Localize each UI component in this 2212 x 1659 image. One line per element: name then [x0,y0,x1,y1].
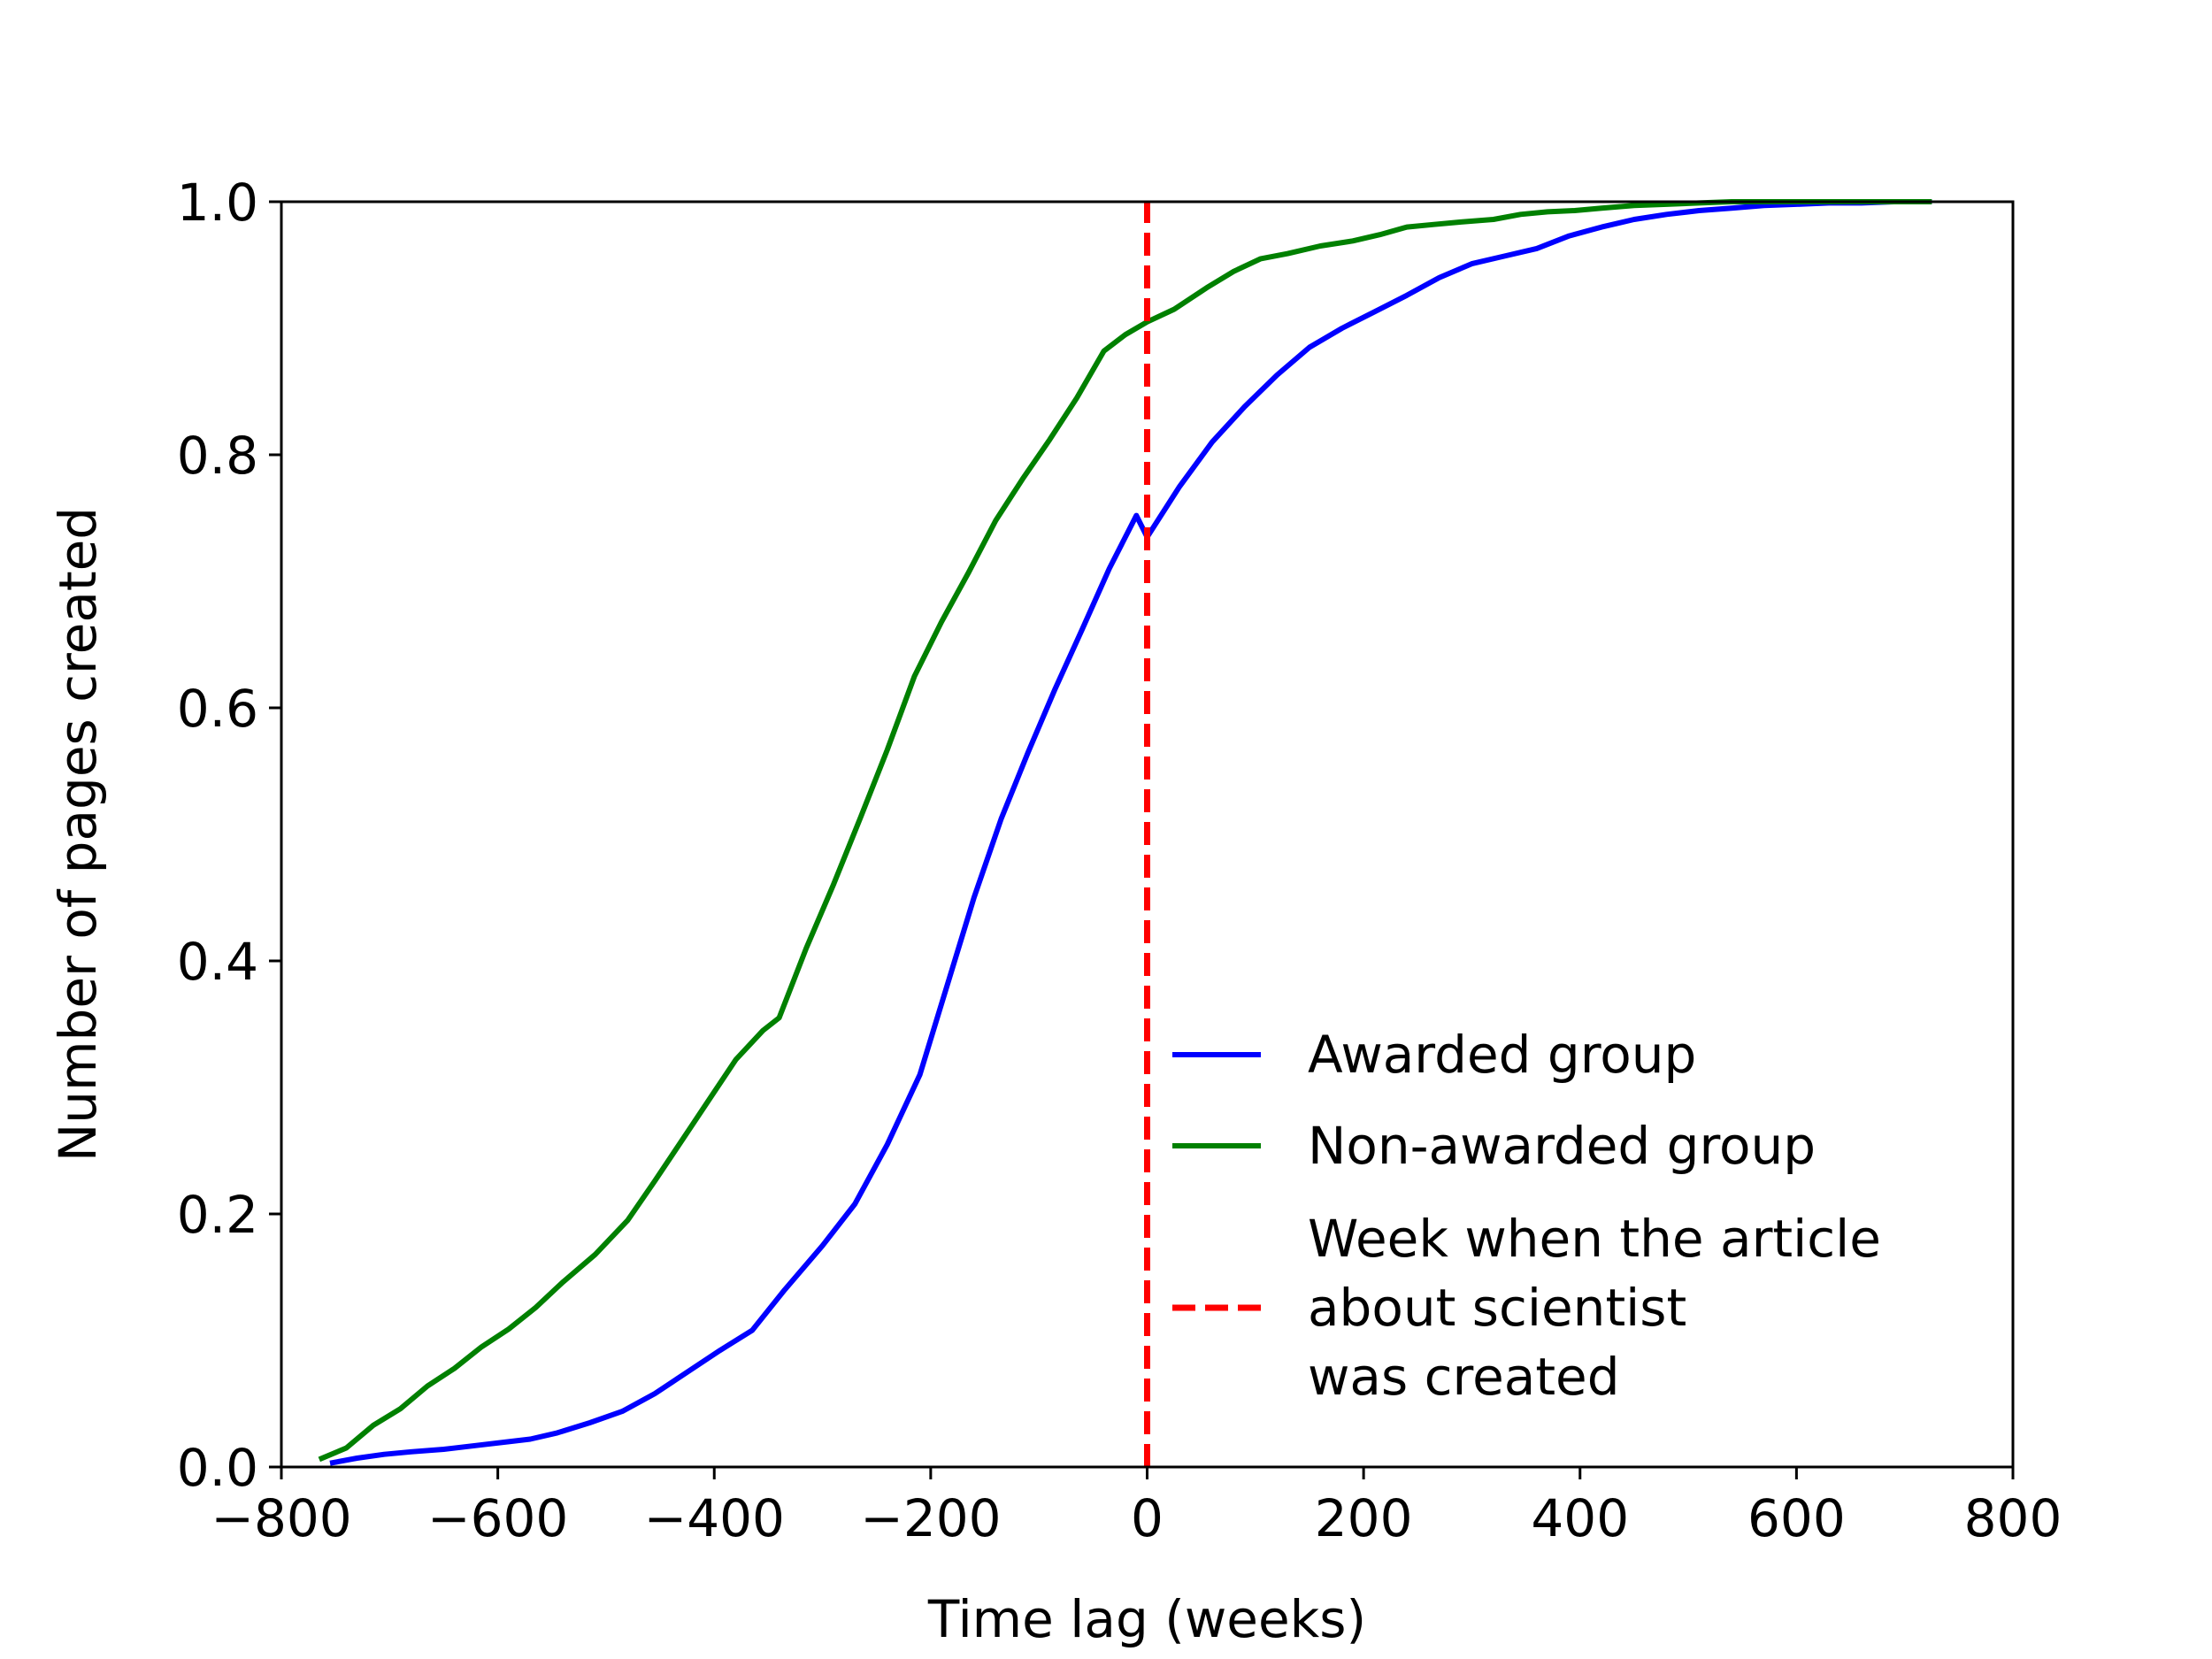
x-tick-label: −200 [860,1488,1001,1548]
legend: Awarded group Non-awarded group Week when … [1172,1025,1881,1407]
y-tick-label: 0.2 [177,1185,258,1245]
plot-series [318,199,1932,1467]
x-tick-label: 200 [1315,1488,1413,1548]
x-tick-label: −600 [427,1488,568,1548]
legend-label-0: Awarded group [1308,1025,1696,1085]
plot-frame [280,200,2015,1469]
x-tick-label: 600 [1747,1488,1846,1548]
y-tick-label: 0.0 [177,1438,258,1498]
legend-label-2: Week when the article about scientist was … [1308,1209,1881,1407]
x-tick-label: 800 [1964,1488,2062,1548]
legend-label-1: Non-awarded group [1308,1116,1816,1176]
series-line-0 [329,199,1932,1466]
x-tick-label: −800 [211,1488,351,1548]
x-axis-title: Time lag (weeks) [927,1589,1366,1649]
y-axis-title: Number of pages created [48,507,108,1162]
x-tick-label: 0 [1131,1488,1164,1548]
axis-ticks: −800 −600 −400 −200 0 200 400 600 800 0.0 0.2 0.4 0.… [177,173,2062,1548]
x-tick-label: 400 [1531,1488,1629,1548]
y-tick-label: 1.0 [177,173,258,233]
series-line-1 [318,199,1932,1463]
y-tick-label: 0.8 [177,426,258,486]
y-tick-label: 0.6 [177,679,258,739]
x-tick-label: −400 [644,1488,785,1548]
y-tick-label: 0.4 [177,932,258,992]
